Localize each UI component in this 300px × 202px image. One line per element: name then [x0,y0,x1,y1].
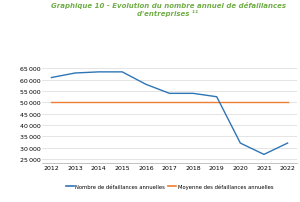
Legend: Nombre de défaillances annuelles, Moyenne des défaillances annuelles: Nombre de défaillances annuelles, Moyenn… [64,181,275,191]
Text: Graphique 10 - Evolution du nombre annuel de défaillances
d'entreprises ¹¹: Graphique 10 - Evolution du nombre annue… [50,2,286,17]
